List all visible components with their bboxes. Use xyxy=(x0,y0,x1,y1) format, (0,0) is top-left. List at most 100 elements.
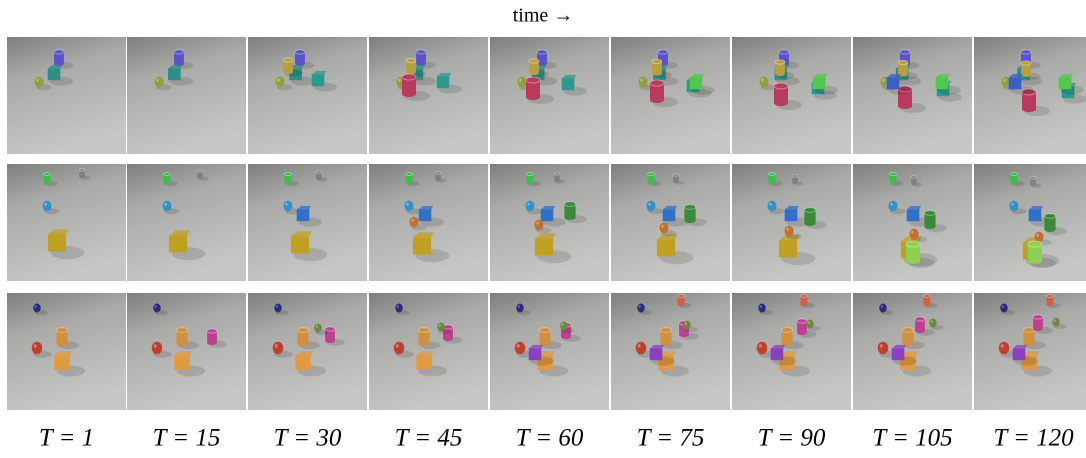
cube-face xyxy=(412,237,432,255)
cylinder-body xyxy=(418,330,430,344)
cylinder-top xyxy=(914,316,926,322)
scene-image xyxy=(127,164,246,281)
cylinder-top xyxy=(657,49,669,55)
cube-top xyxy=(168,230,190,236)
sphere-highlight xyxy=(277,78,280,82)
sphere-highlight xyxy=(516,344,520,348)
cube-top xyxy=(47,64,63,69)
cylinder-base xyxy=(804,221,816,227)
scene-objects xyxy=(393,303,463,377)
scene-image xyxy=(248,37,367,154)
sphere xyxy=(759,76,769,88)
cylinder-top xyxy=(173,49,185,55)
cylinder-top xyxy=(796,318,808,324)
cylinder-body xyxy=(898,62,908,75)
cube-top xyxy=(412,232,434,238)
cube-top xyxy=(1008,73,1024,78)
cylinder-body xyxy=(923,296,931,305)
cylinder-body xyxy=(781,330,793,344)
cylinder-base xyxy=(898,72,908,77)
cube-top xyxy=(886,73,902,78)
scene-background xyxy=(7,164,126,281)
cylinder-body xyxy=(889,174,897,183)
sphere xyxy=(784,225,794,237)
sphere-highlight xyxy=(807,321,810,324)
cube-face xyxy=(784,209,798,222)
cylinder-top xyxy=(901,327,915,333)
cube-face xyxy=(168,235,188,253)
sphere-highlight xyxy=(640,78,643,82)
cylinder-top xyxy=(196,169,204,173)
cylinder-body xyxy=(684,207,696,221)
scene-objects xyxy=(998,294,1067,377)
sphere-highlight xyxy=(164,202,167,206)
sphere-highlight xyxy=(1011,202,1014,206)
scene-image xyxy=(974,37,1086,154)
scene-image xyxy=(732,164,851,281)
cylinder-top xyxy=(284,172,292,176)
cylinder-top xyxy=(647,172,655,176)
sphere xyxy=(153,303,161,313)
scene-objects xyxy=(880,49,962,113)
sphere xyxy=(998,341,1010,355)
cylinder-top xyxy=(1043,213,1057,219)
sphere xyxy=(437,322,445,332)
sphere-highlight xyxy=(911,230,914,234)
cylinder-base xyxy=(539,341,551,346)
cylinder-body xyxy=(1010,174,1018,183)
sphere xyxy=(888,200,898,212)
cylinder-base xyxy=(775,71,785,76)
cylinder-base xyxy=(1044,227,1056,233)
scene-objects xyxy=(154,49,194,91)
scene-objects xyxy=(272,303,345,377)
cylinder-body xyxy=(406,60,416,73)
cylinder-base xyxy=(564,215,576,221)
cylinder-base xyxy=(781,341,793,346)
cylinder-body xyxy=(898,89,912,106)
scene-objects xyxy=(404,171,450,263)
scene-image xyxy=(490,37,609,154)
cube-top xyxy=(649,344,665,349)
cylinder-top xyxy=(1027,240,1043,248)
cylinder-top xyxy=(923,294,931,298)
cylinder-top xyxy=(43,172,51,176)
sphere xyxy=(283,200,293,212)
cylinder-base xyxy=(660,341,672,346)
sphere-highlight xyxy=(519,78,522,82)
cylinder-body xyxy=(295,52,305,64)
sphere xyxy=(758,303,766,313)
sphere xyxy=(516,303,524,313)
cube-top xyxy=(784,205,800,210)
sphere xyxy=(1052,317,1060,327)
cylinder-top xyxy=(163,172,171,176)
sphere-highlight xyxy=(1001,305,1004,308)
cube-face xyxy=(410,68,424,81)
sphere xyxy=(929,318,937,328)
cylinder-body xyxy=(297,330,309,344)
cylinder-base xyxy=(1028,258,1042,264)
sphere xyxy=(877,341,889,355)
sphere-highlight xyxy=(275,305,278,308)
cube-face xyxy=(1012,348,1026,361)
cylinder-base xyxy=(1022,106,1036,112)
scene-image xyxy=(369,37,488,154)
cube-face xyxy=(778,240,798,258)
scene-objects xyxy=(1009,172,1067,268)
sphere-highlight xyxy=(438,324,441,327)
cylinder-body xyxy=(405,174,413,183)
cylinder-base xyxy=(284,181,292,184)
scene-background xyxy=(490,164,609,281)
cube-top xyxy=(891,344,907,349)
sphere xyxy=(409,216,419,228)
scene-objects xyxy=(638,49,715,107)
cylinder-body xyxy=(1023,330,1035,344)
cube-face xyxy=(656,239,676,257)
sphere-highlight xyxy=(648,202,651,206)
scene-objects xyxy=(756,294,821,377)
cylinder-top xyxy=(800,294,808,298)
sphere xyxy=(560,321,568,331)
cube-top xyxy=(290,231,312,237)
cylinder-base xyxy=(647,181,655,184)
cylinder-body xyxy=(561,325,571,337)
